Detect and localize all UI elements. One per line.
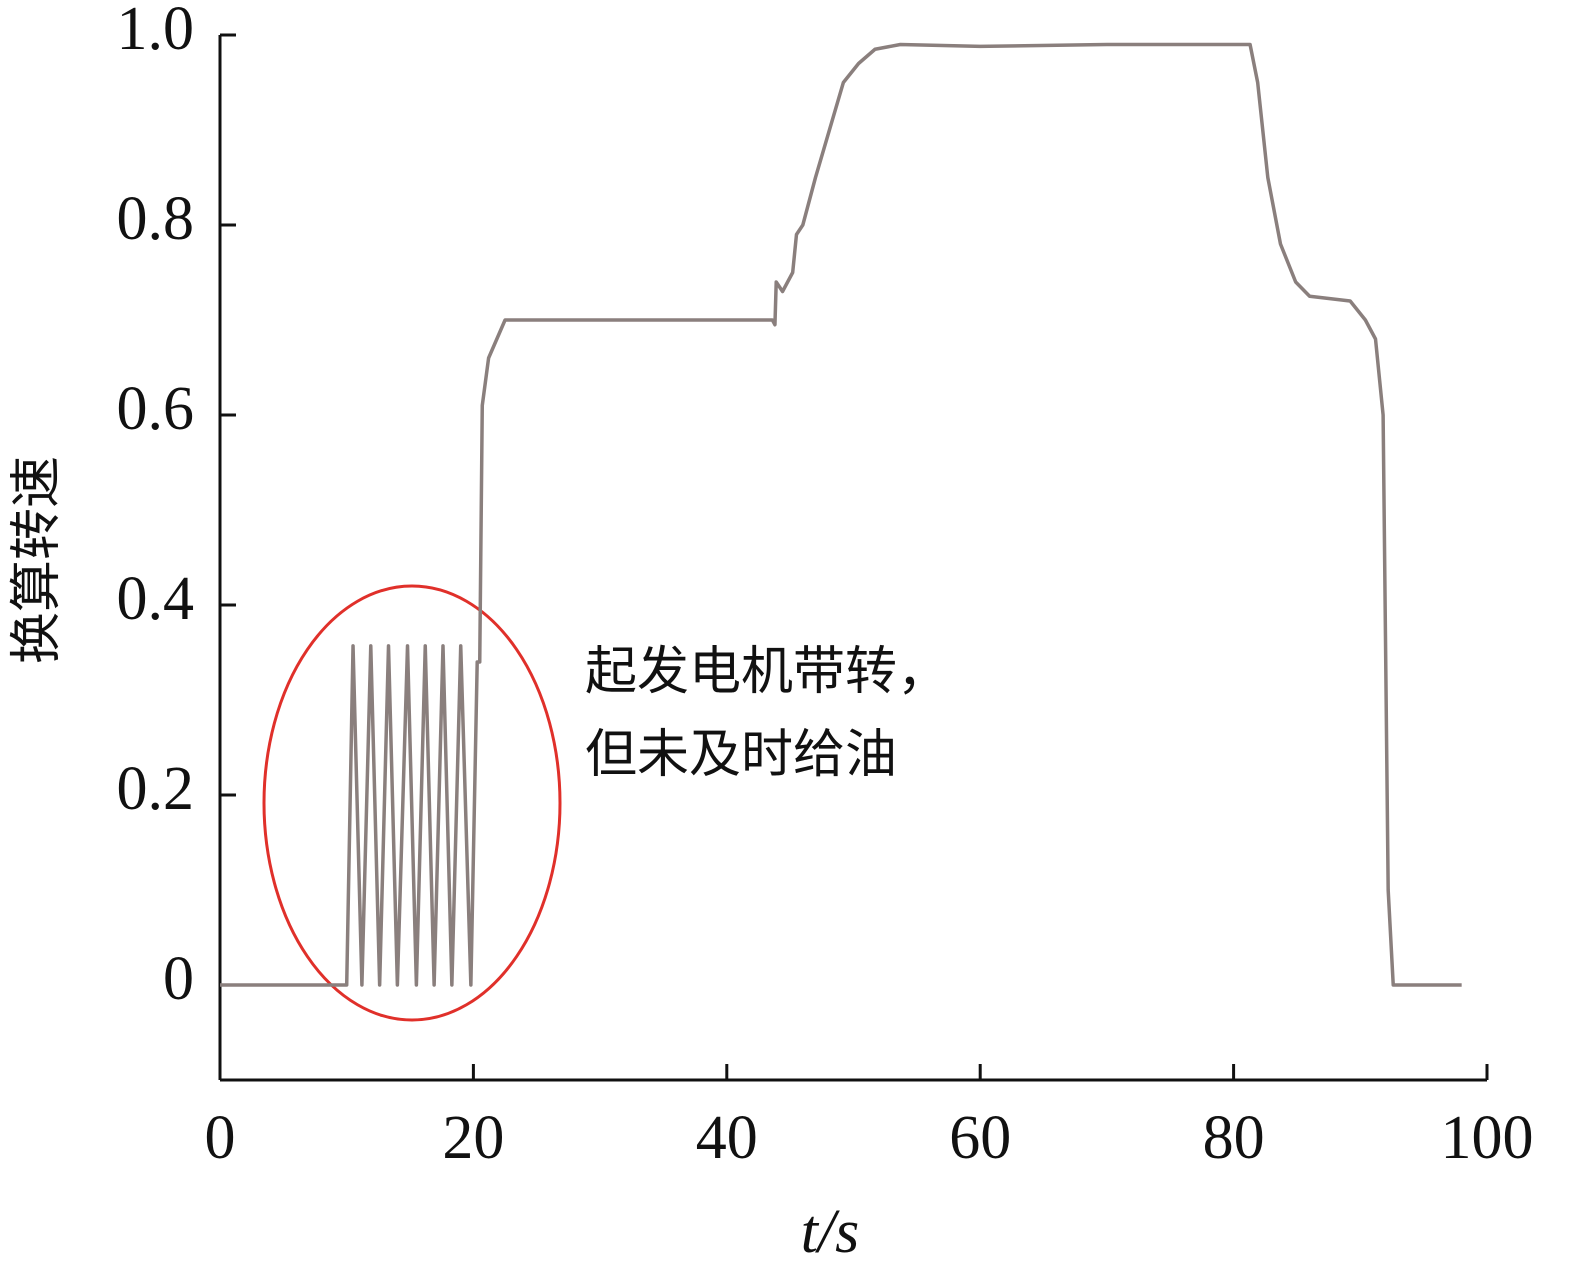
x-tick-label: 80 [1203,1104,1265,1172]
x-tick-label: 60 [949,1104,1011,1172]
x-tick-label: 40 [696,1104,758,1172]
annotation: 但未及时给油 [585,725,897,785]
x-tick-label: 20 [442,1104,504,1172]
highlight-ellipse [262,584,562,1022]
x-tick-label: 100 [1441,1104,1534,1172]
y-tick-label: 0.2 [117,755,195,823]
x-axis-label: t/s [801,1198,860,1266]
data-line [220,42,1462,987]
y-tick-label: 1.0 [117,0,195,63]
annotation: 起发电机带转， [585,642,949,702]
y-tick-label: 0 [163,945,194,1013]
x-tick-label: 0 [205,1104,236,1172]
y-tick-label: 0.4 [117,565,195,633]
y-tick-label: 0.8 [117,185,195,253]
y-axis-label: 换算转速 [7,456,67,664]
y-tick-label: 0.6 [117,375,195,443]
